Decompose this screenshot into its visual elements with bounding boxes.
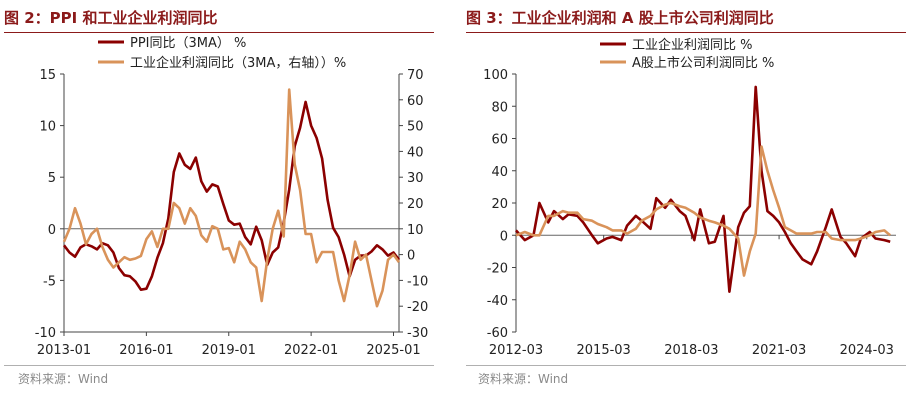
- left-chart-y-right-tick-label: 10: [407, 223, 424, 238]
- left-chart-legend-label: 工业企业利润同比（3MA，右轴））%: [130, 55, 346, 71]
- left-chart-x-tick-label: 2022-01: [284, 343, 338, 358]
- left-chart-legend-label: PPI同比（3MA） %: [130, 36, 246, 51]
- left-chart-y-right-tick-label: 70: [407, 68, 424, 83]
- left-chart-y-right-tick-label: -20: [407, 300, 428, 315]
- left-chart-x-tick-label: 2025-01: [366, 343, 420, 358]
- left-chart-title: 图 2：PPI 和工业企业利润同比: [4, 9, 218, 27]
- right-source-rule: [466, 365, 906, 366]
- right-chart-x-tick-label: 2015-03: [577, 343, 631, 358]
- left-chart-y-left-tick-label: 0: [48, 223, 56, 238]
- right-chart-y-tick-label: 60: [491, 133, 508, 148]
- left-chart-series-line-2: [62, 88, 401, 308]
- left-chart-y-left-tick-label: -5: [43, 274, 56, 289]
- left-chart-y-left-tick-label: -10: [35, 326, 56, 341]
- right-title-rule: [466, 32, 906, 33]
- right-chart-y-tick-label: 100: [483, 68, 508, 83]
- right-chart-title: 图 3：工业企业利润和 A 股上市公司利润同比: [466, 9, 774, 27]
- right-chart-x-tick-label: 2024-03: [840, 343, 894, 358]
- right-chart-y-tick-label: -40: [487, 294, 508, 309]
- right-chart-series-line-2: [515, 145, 892, 277]
- left-chart-x-tick-label: 2016-01: [119, 343, 173, 358]
- left-source-note: 资料来源：Wind: [18, 372, 109, 386]
- right-chart-y-tick-label: 40: [491, 165, 508, 180]
- right-chart-x-tick-label: 2021-03: [752, 343, 806, 358]
- right-chart-legend-label: A股上市公司利润同比 %: [632, 55, 774, 71]
- right-chart-series-line-1: [515, 85, 891, 294]
- left-chart-y-right-tick-label: 20: [407, 197, 424, 212]
- right-chart-y-tick-label: 80: [491, 100, 508, 115]
- left-chart-series-line-1: [62, 100, 401, 292]
- left-chart-y-left-tick-label: 15: [39, 68, 56, 83]
- right-chart-x-tick-label: 2012-03: [489, 343, 543, 358]
- left-chart-y-left-tick-label: 10: [39, 120, 56, 135]
- left-chart-y-left-tick-label: 5: [48, 171, 56, 186]
- left-chart-y-right-tick-label: 50: [407, 120, 424, 135]
- right-chart-x-tick-label: 2018-03: [664, 343, 718, 358]
- left-chart-x-tick-label: 2013-01: [37, 343, 91, 358]
- left-chart-x-tick-label: 2019-01: [202, 343, 256, 358]
- left-title-rule: [4, 32, 434, 33]
- left-chart-y-right-tick-label: 40: [407, 145, 424, 160]
- right-chart-y-tick-label: -60: [487, 326, 508, 341]
- left-chart-y-right-tick-label: -30: [407, 326, 428, 341]
- left-chart-y-right-tick-label: 0: [407, 249, 415, 264]
- right-chart-y-tick-label: 0: [500, 229, 508, 244]
- right-source-note: 资料来源：Wind: [478, 372, 569, 386]
- right-chart-y-tick-label: -20: [487, 262, 508, 277]
- left-chart-y-right-tick-label: -10: [407, 274, 428, 289]
- right-chart-y-tick-label: 20: [491, 197, 508, 212]
- left-source-rule: [4, 365, 434, 366]
- left-chart-y-right-tick-label: 30: [407, 171, 424, 186]
- right-chart-legend-label: 工业企业利润同比 %: [632, 37, 753, 53]
- left-chart-y-right-tick-label: 60: [407, 94, 424, 109]
